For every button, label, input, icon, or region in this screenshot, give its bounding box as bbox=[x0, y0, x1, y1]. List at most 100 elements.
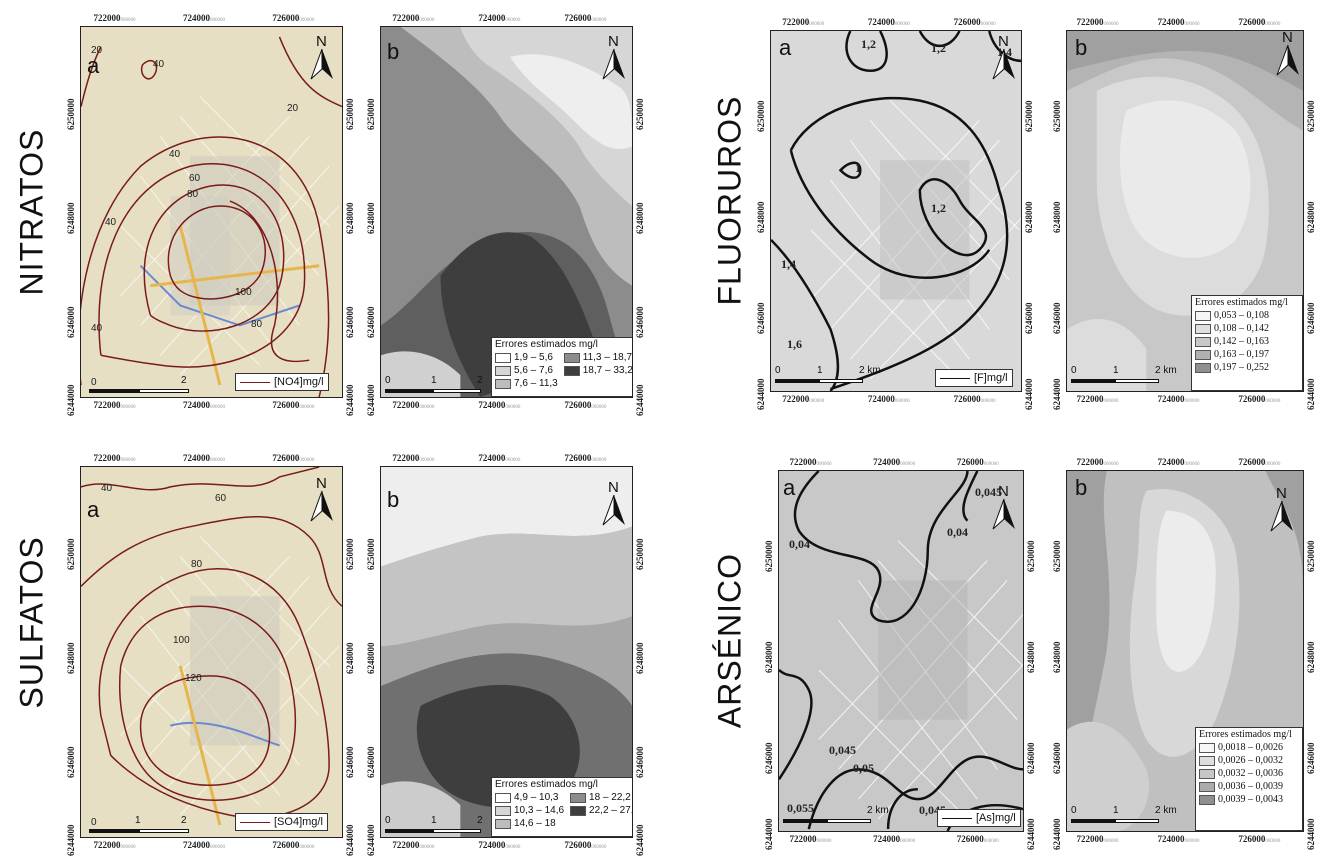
legend-title: Errores estimados mg/l bbox=[1195, 297, 1288, 308]
x-tick-label: 726000000000 bbox=[272, 13, 315, 23]
legend-item: 18 – 22,2 bbox=[567, 791, 632, 804]
y-tick-label: 6244000 bbox=[345, 384, 355, 417]
x-tick-label: 722000000000 bbox=[789, 457, 832, 467]
x-tick-label: 722000000000 bbox=[782, 17, 825, 27]
scale-bar: 2 km bbox=[783, 805, 893, 825]
north-arrow-icon: N bbox=[1273, 31, 1303, 77]
x-tick-label: 724000000000 bbox=[478, 400, 521, 410]
contour-label: 80 bbox=[191, 559, 203, 570]
fluoruros-contour-map bbox=[771, 31, 1021, 391]
y-tick-label: 6250000 bbox=[1026, 540, 1036, 572]
contour-label: 1,4 bbox=[781, 257, 796, 271]
y-tick-label: 6246000 bbox=[635, 306, 645, 339]
legend-item: 7,6 – 11,3 bbox=[492, 377, 561, 390]
x-tick-label: 724000000000 bbox=[873, 834, 916, 844]
y-tick-label: 6248000 bbox=[1024, 201, 1034, 234]
scale-label: 0 bbox=[385, 375, 391, 386]
x-tick-label: 722000000000 bbox=[392, 453, 435, 463]
scale-bar: 0 1 2 bbox=[385, 375, 495, 395]
north-label: N bbox=[316, 33, 327, 50]
x-tick-label: 724000000000 bbox=[478, 13, 521, 23]
contour-label: 60 bbox=[189, 173, 201, 184]
map-arsenico-errors: b N 0 1 2 km Errores estimados mg/l 0,00… bbox=[1066, 470, 1304, 832]
x-tick-label: 726000000000 bbox=[564, 400, 607, 410]
x-tick-label: 726000000000 bbox=[953, 394, 996, 404]
legend-item: 0,108 – 0,142 bbox=[1192, 322, 1302, 335]
map-sulfatos-concentration: 40 60 80 100 120 0 a N 1 2 [SO4]mg/l bbox=[80, 466, 343, 838]
legend-item: 0,0018 – 0,0026 bbox=[1196, 741, 1302, 754]
y-tick-label: 6246000 bbox=[1026, 742, 1036, 775]
legend-item: 1,9 – 5,6 bbox=[492, 351, 561, 364]
map-nitratos-concentration: 20 40 20 40 60 80 40 100 80 40 0 a N 2 2… bbox=[80, 26, 343, 398]
x-tick-label: 722000000000 bbox=[1076, 17, 1119, 27]
north-arrow-icon: N bbox=[599, 33, 629, 81]
contour-label: 1,2 bbox=[861, 37, 876, 51]
y-tick-label: 6244000 bbox=[1306, 378, 1316, 411]
y-tick-label: 6244000 bbox=[1024, 378, 1034, 411]
x-tick-label: 726000000000 bbox=[956, 457, 999, 467]
scale-bar: 0 1 2 km bbox=[1071, 805, 1181, 825]
x-tick-label: 724000000000 bbox=[867, 394, 910, 404]
y-tick-label: 6246000 bbox=[635, 746, 645, 779]
x-tick-label: 726000000000 bbox=[956, 834, 999, 844]
y-tick-label: 6248000 bbox=[366, 202, 376, 235]
y-tick-label: 6248000 bbox=[66, 642, 76, 675]
sulfatos-contour-map bbox=[81, 467, 342, 826]
x-tick-label: 722000000000 bbox=[93, 13, 136, 23]
y-tick-label: 6248000 bbox=[1306, 641, 1316, 674]
legend-title: Errores estimados mg/l bbox=[495, 339, 598, 350]
legend-label: [As]mg/l bbox=[976, 812, 1016, 824]
y-tick-label: 6248000 bbox=[635, 642, 645, 675]
row-title-arsenico: ARSÉNICO bbox=[711, 552, 748, 729]
y-tick-label: 6248000 bbox=[66, 202, 76, 235]
row-title-fluoruros: FLUORUROS bbox=[711, 95, 748, 306]
y-tick-label: 6246000 bbox=[366, 746, 376, 779]
contour-label: 0,045 bbox=[975, 485, 1002, 499]
x-tick-label: 724000000000 bbox=[182, 400, 225, 410]
x-tick-label: 724000000000 bbox=[873, 457, 916, 467]
y-tick-label: 6246000 bbox=[764, 742, 774, 775]
x-tick-label: 726000000000 bbox=[272, 840, 315, 850]
contour-label: 40 bbox=[91, 323, 103, 334]
contour-label: 80 bbox=[187, 189, 199, 200]
y-tick-label: 6246000 bbox=[345, 306, 355, 339]
legend-item: 14,6 – 18 bbox=[492, 817, 567, 830]
y-tick-label: 6248000 bbox=[345, 202, 355, 235]
y-tick-label: 6248000 bbox=[1052, 641, 1062, 674]
legend-item: 0,142 – 0,163 bbox=[1192, 335, 1302, 348]
x-tick-label: 722000000000 bbox=[93, 453, 136, 463]
contour-label: 40 bbox=[105, 217, 117, 228]
contour-label: 20 bbox=[91, 45, 103, 56]
legend-item: 18,7 – 33,2 bbox=[561, 364, 632, 377]
panel-letter-b: b bbox=[387, 39, 400, 64]
y-tick-label: 6250000 bbox=[345, 98, 355, 130]
panel-letter-a: a bbox=[783, 475, 796, 500]
legend-title: Errores estimados mg/l bbox=[495, 779, 598, 790]
arsenico-error-surface bbox=[1067, 471, 1303, 831]
y-tick-label: 6250000 bbox=[66, 538, 76, 570]
legend-item: 11,3 – 18,7 bbox=[561, 351, 632, 364]
y-tick-label: 6244000 bbox=[1052, 818, 1062, 851]
legend-item: 0,0039 – 0,0043 bbox=[1196, 793, 1302, 806]
y-tick-label: 6250000 bbox=[635, 538, 645, 570]
contour-label: 0,04 bbox=[789, 537, 810, 551]
y-tick-label: 6246000 bbox=[1024, 302, 1034, 335]
x-tick-label: 722000000000 bbox=[1076, 834, 1119, 844]
row-title-nitratos: NITRATOS bbox=[13, 128, 50, 296]
legend-title: Errores estimados mg/l bbox=[1199, 729, 1292, 740]
scale-label: 2 bbox=[181, 815, 187, 826]
x-tick-label: 724000000000 bbox=[182, 13, 225, 23]
scale-label: 1 bbox=[431, 375, 437, 386]
x-tick-label: 726000000000 bbox=[564, 840, 607, 850]
contour-label: 120 bbox=[185, 673, 202, 684]
y-tick-label: 6250000 bbox=[1052, 100, 1062, 132]
contour-label: 0,04 bbox=[947, 525, 968, 539]
x-tick-label: 722000000000 bbox=[789, 834, 832, 844]
y-tick-label: 6246000 bbox=[1306, 302, 1316, 335]
y-tick-label: 6246000 bbox=[345, 746, 355, 779]
x-tick-label: 722000000000 bbox=[392, 840, 435, 850]
x-tick-label: 722000000000 bbox=[392, 13, 435, 23]
contour-label: 100 bbox=[173, 635, 190, 646]
y-tick-label: 6250000 bbox=[1024, 100, 1034, 132]
row-title-sulfatos: SULFATOS bbox=[13, 536, 50, 709]
